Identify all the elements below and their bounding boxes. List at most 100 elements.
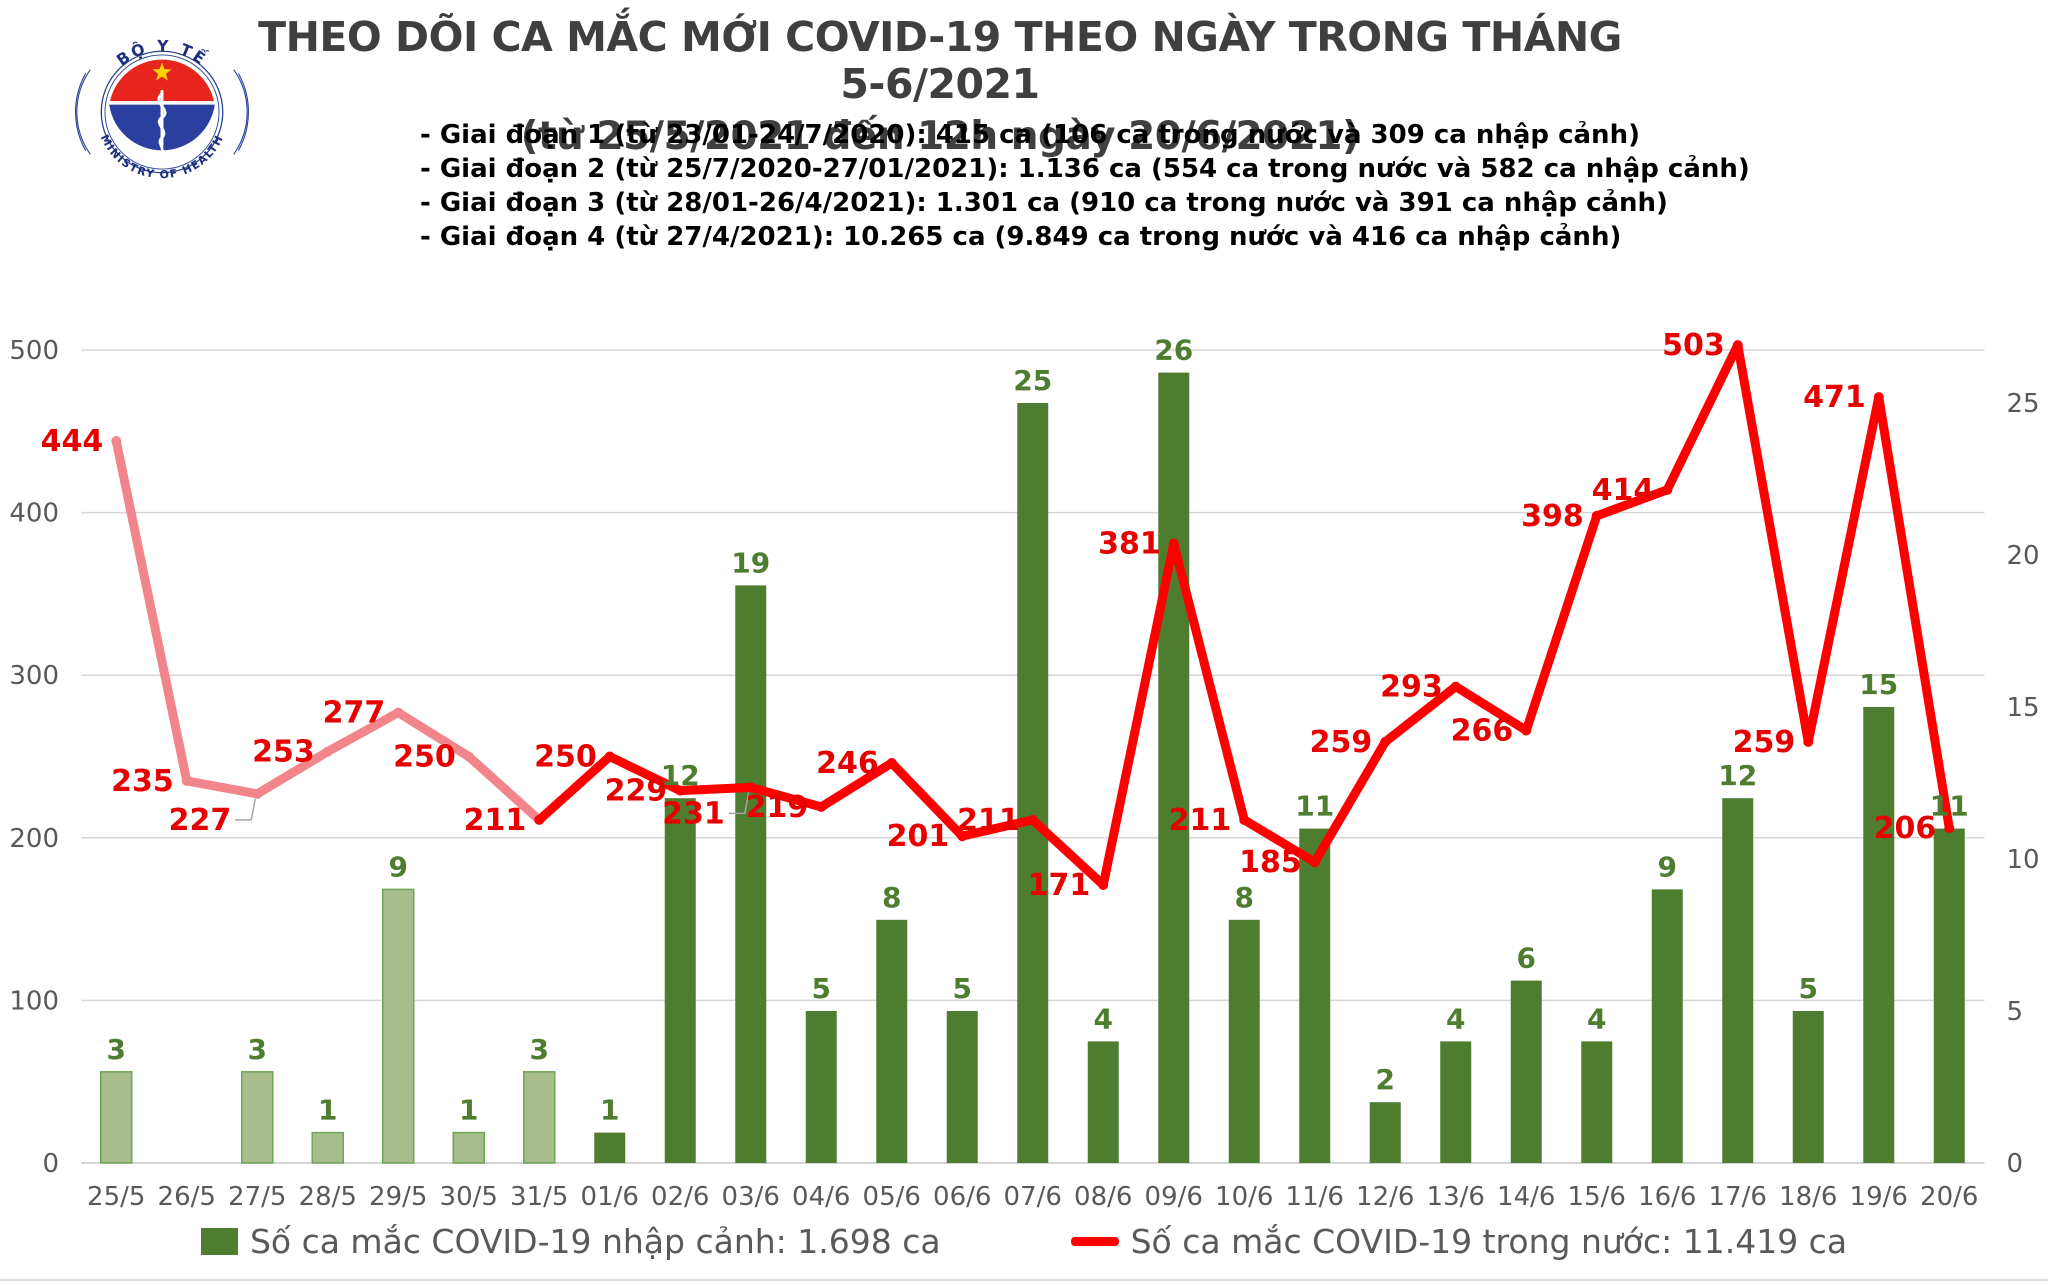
bar [452, 1131, 485, 1164]
x-axis-tick: 18/6 [1779, 1182, 1837, 1212]
bar-label: 11 [1930, 790, 1969, 823]
line-label: 503 [1662, 328, 1725, 363]
line-label: 381 [1098, 526, 1161, 561]
bar-series [100, 372, 1965, 1164]
left-axis-tick: 400 [9, 499, 59, 529]
x-axis-tick: 12/6 [1356, 1182, 1414, 1212]
bar-label: 1 [600, 1094, 619, 1127]
logo-star-icon [152, 62, 172, 81]
bar [1369, 1102, 1401, 1163]
line-point [1662, 484, 1673, 495]
line-point [1732, 340, 1743, 351]
line-label: 171 [1028, 868, 1091, 903]
bar [1722, 798, 1754, 1163]
bar-label: 15 [1859, 668, 1898, 701]
bar [594, 1132, 626, 1163]
page-title: THEO DÕI CA MẮC MỚI COVID-19 THEO NGÀY T… [258, 13, 1622, 109]
logo-laurel-arcs [75, 69, 249, 155]
line-label: 277 [323, 696, 386, 731]
x-axis-tick: 26/5 [158, 1182, 216, 1212]
line-label: 211 [1169, 803, 1232, 838]
x-axis-tick: 29/5 [369, 1182, 427, 1212]
bar [1158, 372, 1190, 1164]
left-axis-tick: 500 [9, 336, 59, 366]
right-axis-tick: 10 [2007, 845, 2040, 875]
phase-note-4: - Giai đoạn 4 (từ 27/4/2021): 10.265 ca … [420, 222, 1622, 252]
line-legend-label: Số ca mắc COVID-19 trong nước: 11.419 ca [1130, 1222, 1848, 1261]
right-axis-tick: 25 [2007, 389, 2040, 419]
bar-label: 8 [1235, 881, 1254, 914]
bar-label: 25 [1013, 364, 1052, 397]
bar [1863, 707, 1895, 1163]
bar-label: 19 [731, 546, 770, 579]
x-axis-tick: 01/6 [581, 1182, 639, 1212]
line-point [1803, 736, 1814, 747]
bar [1017, 403, 1049, 1163]
line-label: 253 [252, 735, 315, 770]
bar [1510, 980, 1542, 1163]
right-axis-tick: 15 [2007, 693, 2040, 723]
x-axis-tick: 10/6 [1215, 1182, 1273, 1212]
right-axis-tick: 20 [2007, 541, 2040, 571]
x-axis-tick: 13/6 [1427, 1182, 1485, 1212]
line-point [957, 831, 968, 842]
x-axis-tick: 09/6 [1145, 1182, 1203, 1212]
line-label: 227 [169, 803, 232, 838]
x-axis-tick: 30/5 [440, 1182, 498, 1212]
legend-domestic-cases: Số ca mắc COVID-19 trong nước: 11.419 ca [1070, 1222, 1848, 1261]
label-leader-line [235, 798, 256, 821]
x-axis-tick: 19/6 [1850, 1182, 1908, 1212]
line-label: 444 [41, 424, 104, 459]
bottom-divider [0, 1279, 2048, 1281]
line-label: 250 [393, 740, 456, 775]
bar-label: 4 [1587, 1002, 1606, 1035]
line-point [1239, 814, 1250, 825]
line-point [322, 746, 333, 757]
left-axis-tick: 0 [42, 1149, 59, 1179]
bar-label: 3 [107, 1033, 126, 1066]
bar-legend-swatch [200, 1228, 238, 1255]
header: THEO DÕI CA MẮC MỚI COVID-19 THEO NGÀY T… [250, 13, 1630, 161]
bar-label: 3 [248, 1033, 267, 1066]
line-label: 201 [887, 819, 950, 854]
left-axis: 0 100 200 300 400 500 [9, 336, 59, 1179]
label-leader-line [728, 792, 750, 815]
x-axis-tick: 16/6 [1638, 1182, 1696, 1212]
bar [382, 888, 415, 1164]
bar [1792, 1011, 1824, 1163]
bar [1581, 1041, 1613, 1163]
left-axis-tick: 300 [9, 661, 59, 691]
line-early-segment [111, 436, 544, 825]
line-legend-swatch [1070, 1237, 1119, 1246]
page-subtitle: (từ 25/5/2021 đến 12h ngày 20/6/2021) [520, 114, 1360, 160]
bar [100, 1071, 133, 1164]
bar-label: 5 [1799, 972, 1818, 1005]
bar-label: 12 [661, 759, 700, 792]
line-label: 398 [1521, 499, 1584, 534]
bar-label: 4 [1446, 1002, 1465, 1035]
bar-label: 1 [459, 1094, 478, 1127]
logo-red-dome [110, 59, 214, 101]
bar [1228, 919, 1260, 1163]
line-point [1591, 510, 1602, 521]
x-axis-tick: 28/5 [299, 1182, 357, 1212]
x-axis-tick: 03/6 [722, 1182, 780, 1212]
line-series [111, 340, 1955, 890]
right-axis-tick: 5 [2007, 997, 2024, 1027]
line-label: 206 [1874, 811, 1937, 846]
line-label: 219 [746, 790, 809, 825]
line-label: 229 [605, 774, 668, 809]
line-point [1380, 736, 1391, 747]
line-point [1944, 823, 1955, 834]
bar-label: 2 [1376, 1063, 1395, 1096]
bar [735, 585, 767, 1163]
line-point [816, 801, 827, 812]
logo-snake-icon [157, 92, 167, 152]
line-point [181, 775, 192, 786]
bar-label: 9 [1658, 850, 1677, 883]
line-point [534, 814, 545, 825]
x-axis-tick: 27/5 [228, 1182, 286, 1212]
bar [1299, 828, 1331, 1163]
